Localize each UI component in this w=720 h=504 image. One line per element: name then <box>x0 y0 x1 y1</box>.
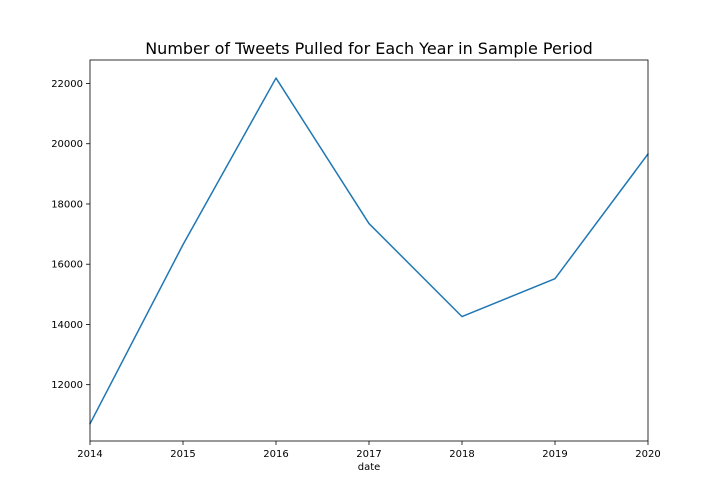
y-axis: 12000 14000 16000 18000 20000 22000 <box>51 79 90 391</box>
y-tick-label: 22000 <box>51 79 83 90</box>
y-tick-label: 18000 <box>51 199 83 210</box>
chart-title: Number of Tweets Pulled for Each Year in… <box>145 39 593 58</box>
y-tick-label: 16000 <box>51 260 83 271</box>
y-tick-label: 14000 <box>51 320 83 331</box>
x-tick-label: 2017 <box>356 449 381 460</box>
plot-frame <box>89 59 649 442</box>
series-line <box>89 77 649 425</box>
x-axis: 2014 2015 2016 2017 2018 2019 2020 <box>77 441 661 460</box>
x-axis-label: date <box>358 462 381 473</box>
x-tick-label: 2014 <box>77 449 102 460</box>
y-tick-label: 20000 <box>51 139 83 150</box>
y-tick-label: 12000 <box>51 380 83 391</box>
x-tick-label: 2020 <box>635 449 660 460</box>
x-tick-label: 2019 <box>542 449 567 460</box>
x-tick-label: 2015 <box>170 449 195 460</box>
x-tick-label: 2016 <box>263 449 288 460</box>
x-tick-label: 2018 <box>449 449 474 460</box>
